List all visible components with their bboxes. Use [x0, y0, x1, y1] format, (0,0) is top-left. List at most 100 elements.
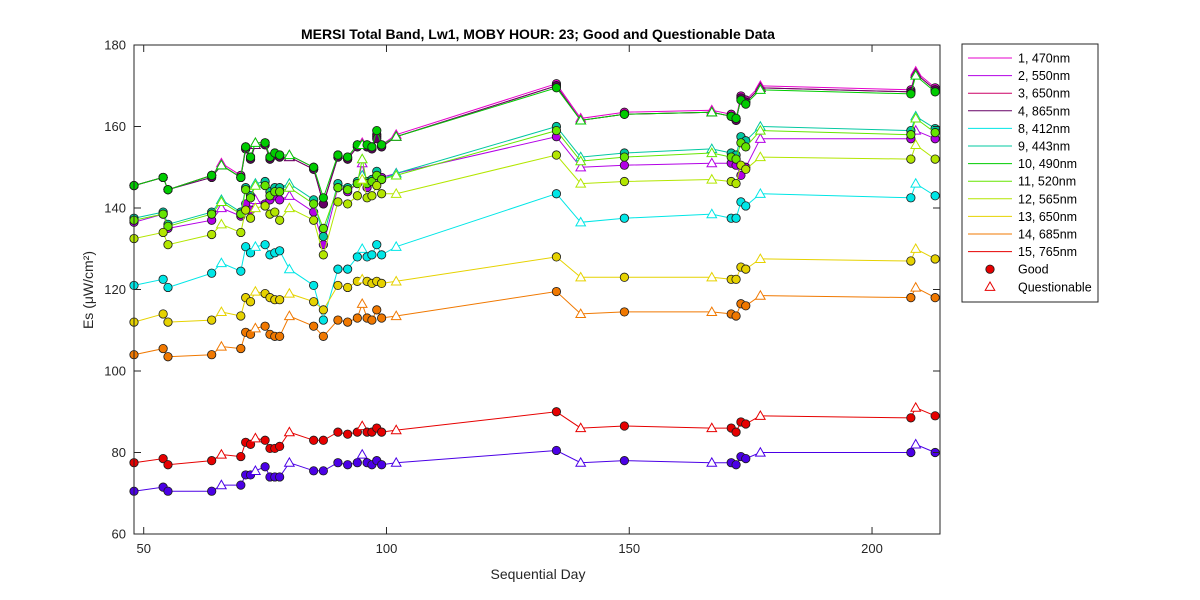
- data-point-good: [906, 447, 916, 458]
- data-point-questionable: [575, 422, 587, 433]
- data-point-questionable: [283, 181, 296, 192]
- data-point-questionable: [215, 257, 228, 268]
- data-point-good: [377, 313, 387, 323]
- chart-title: MERSI Total Band, Lw1, MOBY HOUR: 23; Go…: [301, 26, 775, 42]
- data-point-questionable: [356, 297, 368, 308]
- data-point-good: [343, 185, 353, 195]
- data-point-good: [352, 252, 362, 262]
- data-point-good: [551, 252, 562, 262]
- data-point-questionable: [249, 465, 262, 475]
- x-tick-label: 200: [861, 541, 883, 556]
- x-tick-label: 150: [618, 541, 640, 556]
- data-point-questionable: [249, 285, 262, 296]
- data-point-questionable: [706, 271, 718, 282]
- data-point-good: [207, 229, 217, 240]
- data-point-good: [245, 193, 256, 203]
- data-point-good: [241, 142, 251, 152]
- data-point-questionable: [215, 202, 228, 213]
- data-point-good: [930, 191, 940, 201]
- data-point-questionable: [910, 139, 922, 149]
- data-point-questionable: [356, 448, 368, 459]
- data-point-questionable: [575, 177, 587, 188]
- data-point-good: [333, 197, 343, 207]
- data-point-good: [236, 172, 246, 183]
- data-point-good: [333, 264, 343, 274]
- data-point-good: [275, 195, 285, 205]
- data-point-good: [158, 172, 168, 183]
- data-point-good: [163, 486, 173, 496]
- data-point-good: [270, 207, 280, 217]
- legend-label-good: Good: [1018, 263, 1049, 277]
- data-point-good: [260, 201, 270, 211]
- data-point-questionable: [575, 161, 587, 172]
- data-point-good: [318, 435, 328, 445]
- data-point-good: [741, 454, 751, 464]
- data-point-good: [731, 178, 741, 189]
- data-point-questionable: [215, 479, 228, 490]
- data-point-good: [551, 407, 562, 417]
- data-point-good: [318, 250, 328, 260]
- data-point-questionable: [910, 401, 922, 412]
- data-point-good: [245, 152, 256, 162]
- data-point-good: [260, 180, 270, 191]
- data-point-good: [619, 307, 629, 317]
- data-point-good: [377, 174, 387, 185]
- data-point-good: [619, 456, 629, 466]
- data-point-good: [377, 427, 387, 437]
- data-point-questionable: [249, 179, 262, 190]
- data-point-questionable: [754, 132, 767, 143]
- data-point-questionable: [575, 308, 587, 319]
- data-point-questionable: [706, 208, 718, 219]
- data-point-good: [619, 152, 629, 162]
- data-point-good: [333, 315, 343, 325]
- legend-box: [961, 43, 1099, 303]
- data-point-good: [741, 164, 751, 174]
- data-point-good: [906, 154, 916, 164]
- data-point-questionable: [575, 114, 587, 125]
- legend-label: 14, 685nm: [1018, 228, 1077, 242]
- data-point-good: [343, 199, 353, 209]
- y-tick-label: 100: [104, 364, 126, 379]
- data-point-good: [236, 266, 246, 276]
- legend-label: 1, 470nm: [1018, 52, 1070, 66]
- data-point-good: [236, 227, 246, 238]
- data-point-good: [906, 193, 916, 203]
- data-point-questionable: [706, 106, 718, 117]
- data-point-good: [318, 466, 328, 476]
- legend: 1, 470nm 2, 550nm 3, 650nm 4, 865nm 8, 412nm…: [961, 43, 1099, 303]
- legend-label: 3, 650nm: [1018, 87, 1070, 101]
- data-point-good: [318, 193, 328, 203]
- data-point-good: [551, 125, 562, 136]
- legend-label: 9, 443nm: [1018, 140, 1070, 154]
- data-point-questionable: [910, 242, 922, 253]
- data-point-good: [906, 293, 916, 303]
- data-point-good: [207, 209, 217, 219]
- data-point-questionable: [575, 271, 587, 282]
- data-point-questionable: [249, 136, 262, 147]
- legend-label: 4, 865nm: [1018, 104, 1070, 118]
- data-point-good: [367, 315, 377, 325]
- series-12: [129, 401, 940, 470]
- data-point-good: [318, 305, 328, 315]
- data-point-good: [236, 311, 246, 321]
- data-point-good: [619, 160, 629, 170]
- legend-label: 8, 412nm: [1018, 122, 1070, 136]
- data-point-good: [241, 185, 251, 195]
- data-point-good: [260, 138, 270, 148]
- data-point-good: [731, 427, 741, 437]
- data-point-good: [343, 429, 353, 439]
- data-point-questionable: [283, 287, 296, 298]
- data-point-good: [731, 460, 741, 470]
- data-point-good: [207, 268, 217, 278]
- axes-layer: 50 100 150 200 60 80 100 120 140 160 180: [104, 38, 941, 556]
- legend-marker-questionable: [984, 280, 996, 291]
- data-point-questionable: [390, 169, 402, 180]
- data-point-questionable: [706, 173, 718, 184]
- series-layer: [129, 65, 940, 496]
- data-point-questionable: [283, 310, 296, 321]
- data-point-good: [930, 293, 940, 303]
- y-tick-label: 80: [112, 445, 126, 460]
- data-point-questionable: [283, 149, 296, 160]
- data-point-good: [741, 142, 751, 152]
- data-point-questionable: [215, 448, 228, 459]
